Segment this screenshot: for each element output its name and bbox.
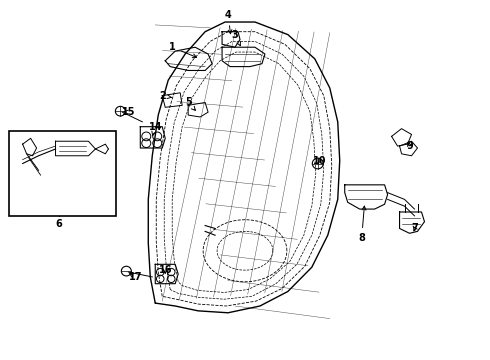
Text: 11: 11 [49,165,62,175]
Text: 13: 13 [14,194,27,207]
Bar [9,131,116,216]
Text: 15: 15 [122,107,135,117]
Text: 10: 10 [313,156,326,166]
Text: 8: 8 [358,206,366,243]
Text: 1: 1 [169,42,196,58]
Text: 5: 5 [185,98,196,111]
Text: 12: 12 [86,194,99,204]
Text: 9: 9 [406,141,413,151]
Text: 14: 14 [148,122,162,135]
Text: 16: 16 [158,265,172,275]
Text: 6: 6 [55,219,62,229]
Text: 17: 17 [128,272,142,282]
Text: 2: 2 [159,91,171,101]
Text: 4: 4 [225,10,232,34]
Text: 7: 7 [411,224,418,234]
Text: 3: 3 [232,30,241,46]
